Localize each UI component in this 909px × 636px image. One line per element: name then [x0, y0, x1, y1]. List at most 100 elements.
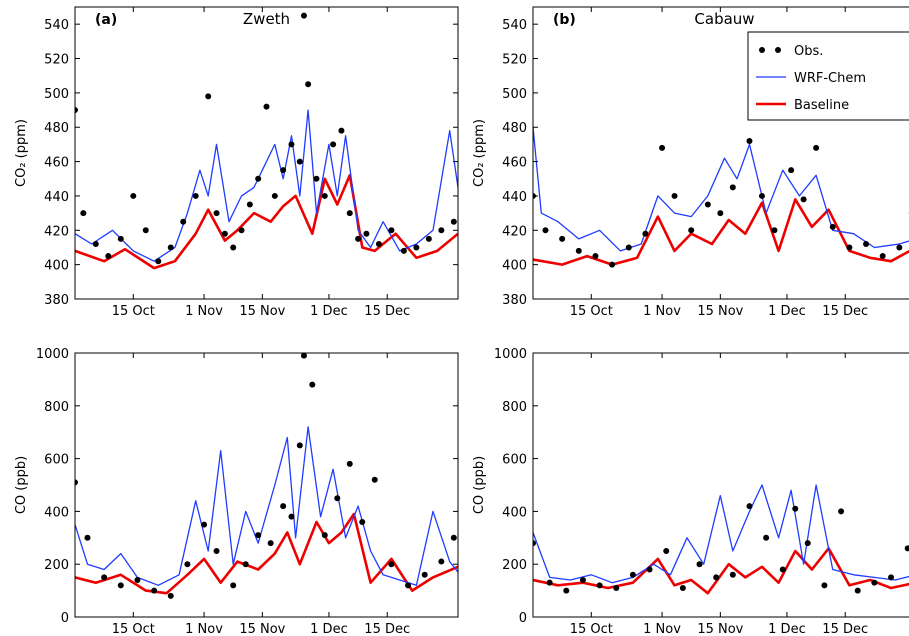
- obs-point: [117, 235, 124, 242]
- obs-point: [717, 210, 724, 217]
- obs-point: [713, 574, 720, 581]
- obs-point: [201, 521, 208, 528]
- y-tick-label: 380: [502, 293, 527, 308]
- obs-point: [609, 261, 616, 268]
- obs-point: [167, 244, 174, 251]
- obs-point: [821, 582, 828, 589]
- obs-point: [296, 442, 303, 449]
- obs-point: [763, 534, 770, 541]
- obs-point: [371, 476, 378, 483]
- obs-point: [263, 103, 270, 110]
- x-tick-label: 15 Oct: [112, 304, 155, 319]
- obs-point: [192, 192, 199, 199]
- x-tick-label: 1 Dec: [310, 622, 348, 636]
- x-tick-label: 15 Nov: [239, 622, 285, 636]
- obs-point: [321, 192, 328, 199]
- y-tick-label: 500: [502, 87, 527, 102]
- y-tick-label: 600: [502, 453, 527, 468]
- obs-point: [271, 192, 278, 199]
- y-tick-label: 400: [44, 259, 69, 274]
- x-tick-label: 1 Nov: [185, 622, 223, 636]
- legend: Obs. WRF-Chem Baseline: [747, 31, 909, 121]
- obs-point: [438, 558, 445, 565]
- obs-point: [288, 141, 295, 148]
- obs-point: [330, 141, 337, 148]
- x-tick-label: 1 Nov: [185, 304, 223, 319]
- obs-point: [300, 12, 307, 19]
- legend-label: WRF-Chem: [794, 71, 866, 86]
- x-tick-label: 1 Dec: [768, 304, 806, 319]
- legend-obs-marker: [759, 47, 765, 53]
- x-tick-label: 15 Dec: [364, 304, 410, 319]
- obs-point: [450, 534, 457, 541]
- panel-label: (b): [553, 12, 576, 28]
- obs-point: [255, 532, 262, 539]
- obs-point: [613, 584, 620, 591]
- y-tick-label: 480: [44, 121, 69, 136]
- y-tick-label: 1000: [36, 347, 69, 362]
- obs-point: [355, 235, 362, 242]
- legend-label: Obs.: [794, 44, 823, 59]
- y-axis-label: CO (ppb): [472, 456, 487, 514]
- obs-point: [563, 587, 570, 594]
- obs-point: [904, 545, 909, 552]
- x-tick-label: 1 Nov: [643, 304, 681, 319]
- wrf-chem-line: [75, 109, 458, 262]
- wrf-chem-line: [533, 484, 909, 584]
- chart-panel-4: 0 200 400 600 800 1000 15 Oct 1 Nov 15 Nov 1 Dec 1…: [472, 347, 909, 636]
- obs-point: [829, 223, 836, 230]
- obs-point: [863, 241, 870, 248]
- obs-point: [288, 513, 295, 520]
- legend-label: Baseline: [794, 98, 849, 113]
- chart-panel-2: 380 400 420 440 460 480 500 520 540 15 Oct 1 Nov 15…: [472, 6, 909, 319]
- obs-point: [167, 592, 174, 599]
- obs-point: [80, 210, 87, 217]
- obs-point: [92, 241, 99, 248]
- y-tick-label: 420: [44, 224, 69, 239]
- obs-point: [671, 192, 678, 199]
- obs-point: [134, 577, 141, 584]
- y-axis-label: CO₂ (ppm): [472, 119, 487, 187]
- obs-point: [813, 144, 820, 151]
- legend-box: [747, 31, 909, 121]
- obs-point: [729, 184, 736, 191]
- obs-point: [213, 548, 220, 554]
- obs-point: [151, 587, 158, 594]
- obs-point: [213, 210, 220, 217]
- obs-point: [688, 227, 695, 234]
- obs-point: [180, 218, 187, 225]
- obs-point: [105, 253, 112, 260]
- y-tick-label: 420: [502, 224, 527, 239]
- obs-point: [359, 518, 366, 525]
- axes-frame: [74, 352, 459, 618]
- obs-point: [84, 534, 91, 541]
- y-tick-label: 540: [502, 18, 527, 33]
- obs-point: [238, 227, 245, 234]
- y-tick-label: 460: [502, 156, 527, 171]
- obs-point: [184, 561, 191, 568]
- obs-point: [646, 566, 653, 573]
- obs-point: [579, 577, 586, 584]
- obs-point: [729, 571, 736, 578]
- x-tick-label: 15 Oct: [570, 622, 613, 636]
- wrf-chem-line: [75, 426, 458, 586]
- obs-point: [438, 227, 445, 234]
- panel-title: Cabauw: [694, 10, 754, 28]
- y-tick-label: 600: [44, 453, 69, 468]
- obs-point: [246, 201, 253, 208]
- obs-point: [788, 167, 795, 174]
- x-tick-label: 15 Oct: [570, 304, 613, 319]
- plot-area: [75, 12, 458, 270]
- obs-point: [142, 227, 149, 234]
- obs-point: [75, 107, 78, 114]
- obs-point: [267, 540, 274, 547]
- obs-point: [792, 505, 799, 512]
- obs-point: [230, 244, 237, 251]
- y-tick-label: 800: [502, 400, 527, 415]
- obs-point: [375, 241, 382, 248]
- x-tick-label: 15 Nov: [239, 304, 285, 319]
- obs-point: [300, 353, 307, 359]
- obs-point: [559, 235, 566, 242]
- x-tick-label: 15 Dec: [822, 304, 868, 319]
